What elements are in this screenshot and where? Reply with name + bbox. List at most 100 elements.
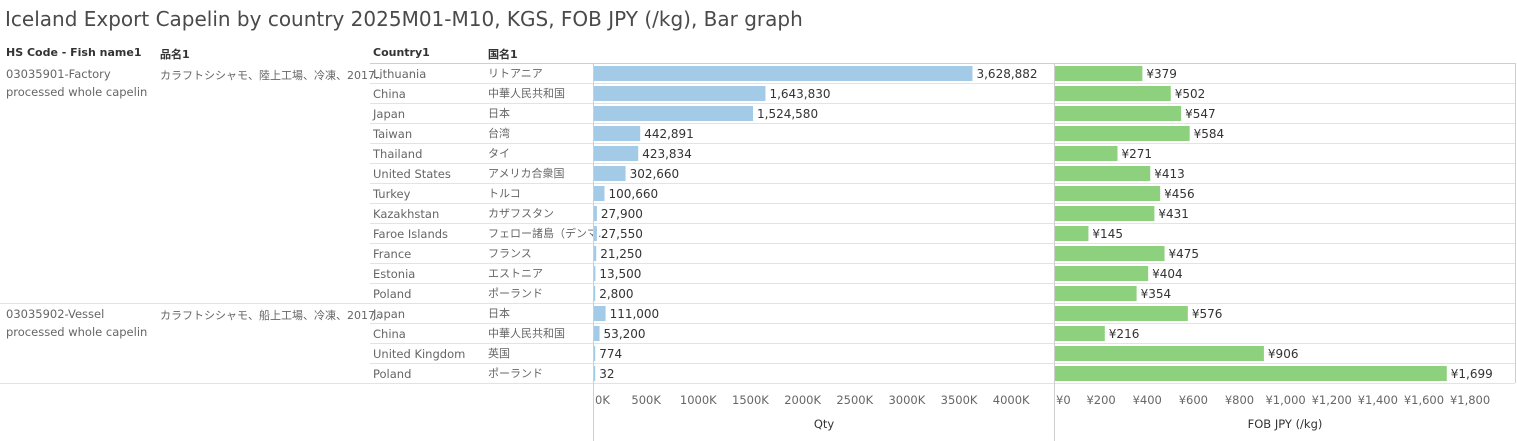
country-name-jp: フェロー諸島（デンマ.. [488,227,605,240]
fob-value-label: ¥354 [1141,287,1172,301]
group-hs-code: 03035901-Factory processed whole capelin [6,67,148,99]
fob-axis-tick-label: ¥1,200 [1312,393,1352,407]
fob-value-label: ¥404 [1152,267,1183,281]
qty-axis-tick-label: 1000K [680,393,717,407]
country-name: Turkey [373,187,411,201]
qty-bar [594,306,606,321]
qty-value-label: 3,628,882 [976,67,1037,81]
qty-value-label: 21,250 [600,247,642,261]
qty-value-label: 1,524,580 [757,107,818,121]
fob-bar [1055,266,1149,281]
fob-axis-title: FOB JPY (/kg) [1248,417,1323,431]
country-name-jp: 中華人民共和国 [488,327,565,340]
fob-bar [1055,166,1151,181]
group-hs-code: 03035902-Vessel processed whole capelin [6,307,148,339]
fob-value-label: ¥502 [1175,87,1206,101]
country-name: Faroe Islands [373,227,449,241]
country-name: China [373,87,406,101]
country-name-jp: 台湾 [488,127,510,140]
country-name: Poland [373,287,412,301]
country-name: China [373,327,406,341]
qty-bar [594,226,597,241]
fob-value-label: ¥456 [1164,187,1195,201]
fob-bar [1055,366,1447,381]
fob-axis-tick-label: ¥400 [1133,393,1162,407]
qty-value-label: 13,500 [599,267,641,281]
chart-title: Iceland Export Capelin by country 2025M0… [5,7,803,31]
fob-axis-tick-label: ¥800 [1225,393,1254,407]
qty-bar [594,106,754,121]
fob-value-label: ¥1,699 [1451,367,1493,381]
country-name: United Kingdom [373,347,466,361]
qty-axis-tick-label: 3000K [888,393,925,407]
country-name-jp: ポーランド [488,287,543,300]
fob-value-label: ¥145 [1092,227,1123,241]
fob-value-label: ¥475 [1169,247,1200,261]
qty-value-label: 53,200 [604,327,646,341]
country-name-jp: トルコ [488,187,521,200]
group-item-jp: カラフトシシャモ、船上工場、冷凍、2017.. [160,309,382,322]
qty-bar [594,86,766,101]
country-name-jp: ポーランド [488,367,543,380]
country-name-jp: タイ [488,147,510,160]
fob-bar [1055,86,1171,101]
header-hs-code[interactable]: HS Code - Fish name1 [6,46,142,59]
country-name: Taiwan [373,127,413,141]
header-country-jp[interactable]: 国名1 [488,48,518,61]
qty-bar [594,326,600,341]
fob-bar [1055,346,1264,361]
qty-axis-tick-label: 4000K [993,393,1030,407]
qty-bar [594,246,597,261]
header-item-jp[interactable]: 品名1 [160,48,190,61]
fob-bar [1055,146,1118,161]
country-name: Estonia [373,267,416,281]
qty-bar [594,366,596,381]
qty-bar [594,346,596,361]
fob-axis-tick-label: ¥200 [1086,393,1115,407]
country-name: Lithuania [373,67,427,81]
fob-value-label: ¥271 [1121,147,1152,161]
qty-axis-tick-label: 3500K [941,393,978,407]
fob-bar [1055,226,1089,241]
fob-axis-tick-label: ¥1,400 [1358,393,1398,407]
qty-bar [594,186,605,201]
fob-value-label: ¥906 [1268,347,1299,361]
qty-bar [594,206,597,221]
fob-bar [1055,246,1165,261]
qty-axis-tick-label: 0K [595,393,610,407]
country-name-jp: 日本 [488,307,510,320]
fob-value-label: ¥584 [1194,127,1225,141]
header-country[interactable]: Country1 [373,46,430,59]
fob-axis-tick-label: ¥1,600 [1404,393,1444,407]
country-name: France [373,247,412,261]
country-name: Thailand [373,147,423,161]
country-name-jp: カザフスタン [488,207,554,220]
qty-axis-tick-label: 2000K [784,393,821,407]
fob-bar [1055,326,1105,341]
country-name-jp: フランス [488,247,532,260]
qty-value-label: 100,660 [608,187,658,201]
fob-value-label: ¥216 [1109,327,1140,341]
qty-bar [594,146,639,161]
qty-value-label: 1,643,830 [769,87,830,101]
qty-axis-tick-label: 1500K [732,393,769,407]
qty-value-label: 27,550 [601,227,643,241]
qty-value-label: 774 [599,347,622,361]
fob-axis-tick-label: ¥1,800 [1450,393,1490,407]
qty-value-label: 32 [599,367,614,381]
fob-value-label: ¥547 [1185,107,1216,121]
fob-axis-tick-label: ¥0 [1056,393,1071,407]
fob-value-label: ¥379 [1146,67,1177,81]
fob-bar [1055,306,1188,321]
fob-value-label: ¥576 [1192,307,1223,321]
country-name-jp: 中華人民共和国 [488,87,565,100]
qty-value-label: 442,891 [644,127,694,141]
fob-bar [1055,286,1137,301]
qty-value-label: 302,660 [630,167,680,181]
fob-bar [1055,126,1190,141]
country-name-jp: 英国 [488,347,510,360]
qty-bar [594,266,596,281]
qty-bar [594,126,641,141]
fob-value-label: ¥431 [1158,207,1189,221]
fob-bar [1055,186,1161,201]
